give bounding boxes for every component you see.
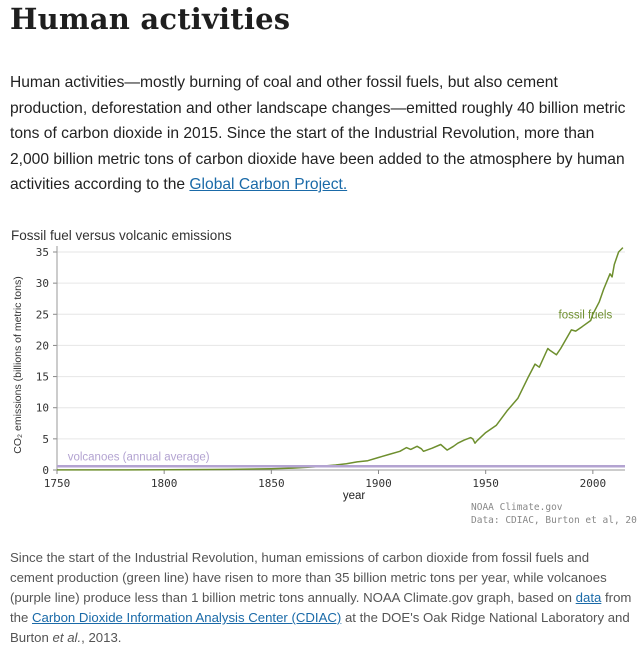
chart-credit-line: NOAA Climate.gov	[471, 502, 563, 513]
emissions-chart-svg: Fossil fuel versus volcanic emissions 0 5 1…	[11, 228, 638, 526]
label-volcanoes: volcanoes (annual average)	[68, 451, 210, 463]
y-tick-label: 15	[36, 371, 49, 384]
data-link[interactable]: data	[575, 590, 602, 605]
page-title: Human activities	[10, 2, 291, 36]
x-tick-label: 1900	[365, 477, 392, 490]
y-tick-label: 20	[36, 339, 49, 352]
x-tick-label: 1950	[472, 477, 499, 490]
emissions-chart: Fossil fuel versus volcanic emissions 0 5 1…	[0, 222, 638, 532]
cdiac-link[interactable]: Carbon Dioxide Information Analysis Cent…	[32, 610, 342, 625]
x-tick-label: 1750	[44, 477, 71, 490]
y-tick-label: 10	[36, 402, 49, 415]
y-axis-label: CO₂ emissions (billions of metric tons)	[12, 276, 24, 453]
y-tick-label: 5	[42, 433, 49, 446]
caption-text-1: Since the start of the Industrial Revolu…	[10, 550, 607, 605]
label-fossil-fuels: fossil fuels	[559, 309, 613, 321]
x-axis-label: year	[343, 490, 366, 502]
y-tick-label: 30	[36, 277, 49, 290]
x-tick-label: 1800	[151, 477, 178, 490]
intro-paragraph: Human activities—mostly burning of coal …	[10, 70, 630, 198]
figure-caption: Since the start of the Industrial Revolu…	[10, 548, 632, 648]
y-tick-label: 0	[42, 464, 49, 477]
y-tick-label: 35	[36, 246, 49, 259]
intro-text: Human activities—mostly burning of coal …	[10, 74, 626, 193]
caption-text-2: from the	[10, 590, 632, 625]
caption-text-4: , 2013.	[81, 630, 122, 645]
chart-title: Fossil fuel versus volcanic emissions	[11, 228, 232, 243]
global-carbon-project-link[interactable]: Global Carbon Project.	[189, 176, 348, 193]
caption-text-3: at the DOE's Oak Ridge National Laborato…	[10, 610, 630, 645]
series-line-fossil-fuels	[56, 247, 624, 471]
y-tick-label: 25	[36, 308, 49, 321]
x-tick-label: 2000	[580, 477, 607, 490]
chart-credit-line: Data: CDIAC, Burton et al, 2013	[471, 515, 638, 526]
x-tick-label: 1850	[258, 477, 285, 490]
caption-etal: et al.	[52, 630, 82, 645]
